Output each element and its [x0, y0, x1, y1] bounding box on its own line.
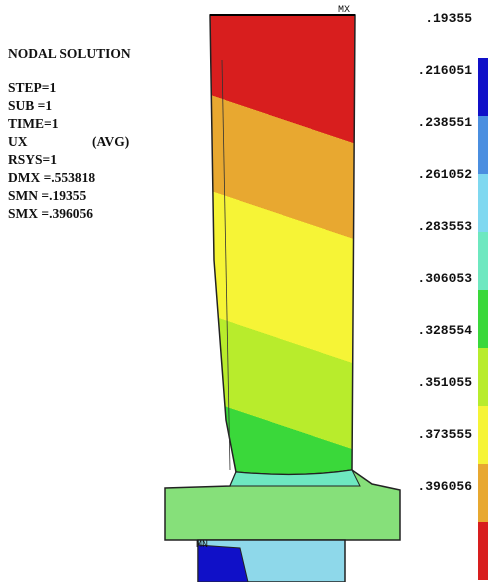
legend-swatch	[478, 232, 488, 290]
contour-plot: MX MN NODAL SOLUTION STEP=1 SUB =1 TIME=1 U…	[0, 0, 488, 582]
info-line: (AVG)	[92, 134, 129, 149]
legend: .19355 .216051 .238551 .261052 .283553 .30605…	[417, 11, 488, 580]
legend-label: .351055	[417, 375, 472, 390]
blade	[210, 15, 355, 475]
info-line: SMX =.396056	[8, 206, 93, 221]
info-line: UX	[8, 134, 28, 149]
info-line: SMN =.19355	[8, 188, 86, 203]
legend-label: .306053	[417, 271, 472, 286]
legend-label: .238551	[417, 115, 472, 130]
info-line: RSYS=1	[8, 152, 57, 167]
min-marker: MN	[196, 540, 208, 551]
screenshot: MX MN NODAL SOLUTION STEP=1 SUB =1 TIME=1 U…	[0, 0, 488, 582]
legend-label: .373555	[417, 427, 472, 442]
legend-label: .283553	[417, 219, 472, 234]
info-line: STEP=1	[8, 80, 56, 95]
legend-swatch	[478, 348, 488, 406]
info-line: TIME=1	[8, 116, 59, 131]
legend-label: .396056	[417, 479, 472, 494]
legend-swatch	[478, 174, 488, 232]
legend-swatch	[478, 522, 488, 580]
legend-swatch	[478, 464, 488, 522]
title: NODAL SOLUTION	[8, 46, 131, 61]
legend-label: .216051	[417, 63, 472, 78]
info-line: DMX =.553818	[8, 170, 95, 185]
legend-swatch	[478, 406, 488, 464]
legend-label: .261052	[417, 167, 472, 182]
legend-swatch	[478, 116, 488, 174]
legend-swatch	[478, 58, 488, 116]
legend-swatch	[478, 290, 488, 348]
legend-label: .19355	[425, 11, 472, 26]
info-block: NODAL SOLUTION STEP=1 SUB =1 TIME=1 UX (AVG)…	[8, 46, 131, 221]
info-line: SUB =1	[8, 98, 52, 113]
max-marker: MX	[338, 5, 350, 16]
legend-label: .328554	[417, 323, 472, 338]
